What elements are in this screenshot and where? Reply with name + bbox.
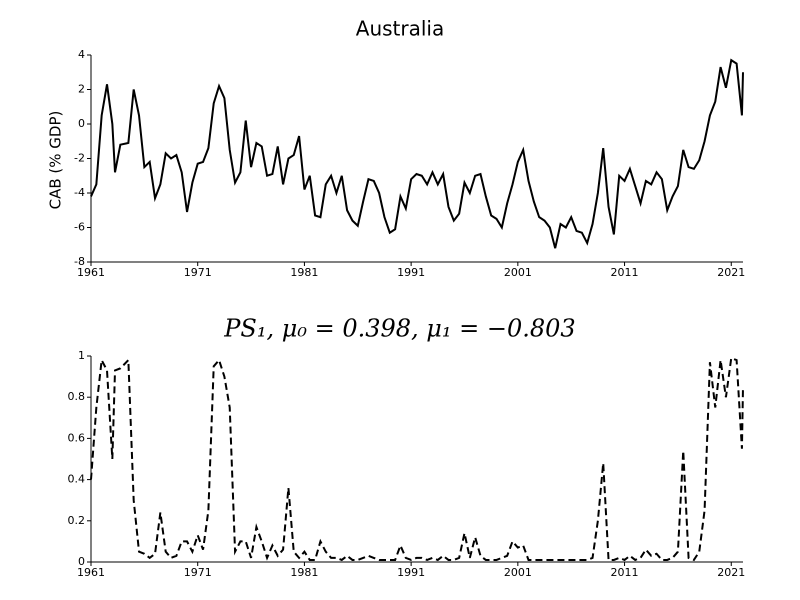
y-tick-label: 0.6 — [68, 431, 86, 444]
x-tick-label: 2001 — [504, 566, 532, 579]
y-tick-label: 0.2 — [68, 514, 86, 527]
y-tick-label: -8 — [74, 255, 85, 268]
x-tick-label: 1991 — [397, 266, 425, 279]
x-tick-label: 1971 — [184, 566, 212, 579]
data-line — [90, 356, 744, 562]
y-axis-label: CAB (% GDP) — [47, 111, 65, 210]
x-tick-label: 2001 — [504, 266, 532, 279]
chart-title: Australia — [356, 17, 444, 41]
x-tick-label: 1961 — [77, 566, 105, 579]
y-tick-label: -6 — [74, 221, 85, 234]
y-tick-label: 0.8 — [68, 390, 86, 403]
x-tick-label: 1961 — [77, 266, 105, 279]
y-tick-label: 0.4 — [68, 473, 86, 486]
chart-title: PS₁, μ₀ = 0.398, μ₁ = −0.803 — [223, 315, 575, 343]
x-tick-label: 1971 — [184, 266, 212, 279]
x-tick-label: 1981 — [290, 266, 318, 279]
x-tick-label: 2011 — [611, 266, 639, 279]
y-tick-label: 2 — [78, 83, 85, 96]
y-tick-label: -2 — [74, 152, 85, 165]
y-tick-label: 0 — [78, 117, 85, 130]
y-tick-label: 1 — [78, 349, 85, 362]
x-tick-label: 2021 — [717, 566, 745, 579]
y-tick-label: -4 — [74, 186, 85, 199]
x-tick-label: 2011 — [611, 566, 639, 579]
x-tick-label: 1981 — [290, 566, 318, 579]
data-line — [90, 58, 744, 249]
x-tick-label: 2021 — [717, 266, 745, 279]
y-tick-label: 0 — [78, 555, 85, 568]
x-tick-label: 1991 — [397, 566, 425, 579]
y-tick-label: 4 — [78, 48, 85, 61]
